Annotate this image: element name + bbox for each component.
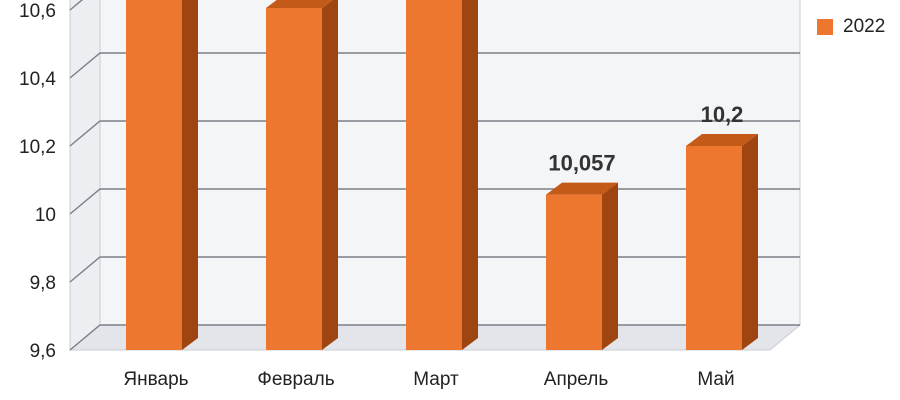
bar-side [322, 0, 338, 350]
y-tick-label: 9,6 [30, 341, 56, 362]
bar-top [546, 182, 618, 195]
gridline [69, 0, 84, 11]
bar [546, 194, 602, 350]
y-tick-label: 10,6 [19, 1, 56, 22]
gridline [69, 52, 800, 79]
bar [126, 0, 182, 350]
y-tick-label: 10 [35, 205, 56, 226]
bar [266, 7, 322, 351]
category-label: Март [413, 369, 459, 390]
y-tick-label: 9,8 [30, 273, 56, 294]
bar-top [266, 0, 333, 8]
y-tick-label: 10,2 [19, 137, 56, 158]
legend: 2022 [817, 16, 885, 38]
bar-side [182, 0, 198, 350]
category-label: Апрель [544, 369, 609, 390]
bar-top [686, 134, 758, 146]
legend-swatch [817, 19, 833, 35]
bar-side [742, 134, 758, 350]
side-wall [69, 0, 101, 352]
gridline [69, 120, 800, 147]
category-label: Февраль [257, 369, 334, 390]
bar [686, 146, 742, 350]
legend-label-2022: 2022 [843, 16, 886, 37]
bar-side [602, 182, 618, 350]
category-label: Май [697, 369, 734, 390]
data-label: 10,057 [548, 151, 615, 176]
category-label: Январь [123, 369, 188, 390]
data-label: 10,2 [701, 102, 744, 127]
y-tick-label: 10,4 [19, 69, 56, 90]
bar-side [462, 0, 478, 350]
bar [406, 0, 462, 350]
